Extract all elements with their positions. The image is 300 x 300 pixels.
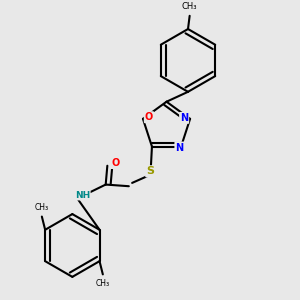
Text: CH₃: CH₃ — [182, 2, 197, 11]
Text: N: N — [176, 142, 184, 152]
Text: O: O — [112, 158, 120, 168]
Text: CH₃: CH₃ — [35, 202, 49, 211]
Text: S: S — [146, 166, 154, 176]
Text: O: O — [145, 112, 153, 122]
Text: NH: NH — [75, 191, 90, 200]
Text: CH₃: CH₃ — [96, 279, 110, 288]
Text: N: N — [180, 113, 188, 123]
